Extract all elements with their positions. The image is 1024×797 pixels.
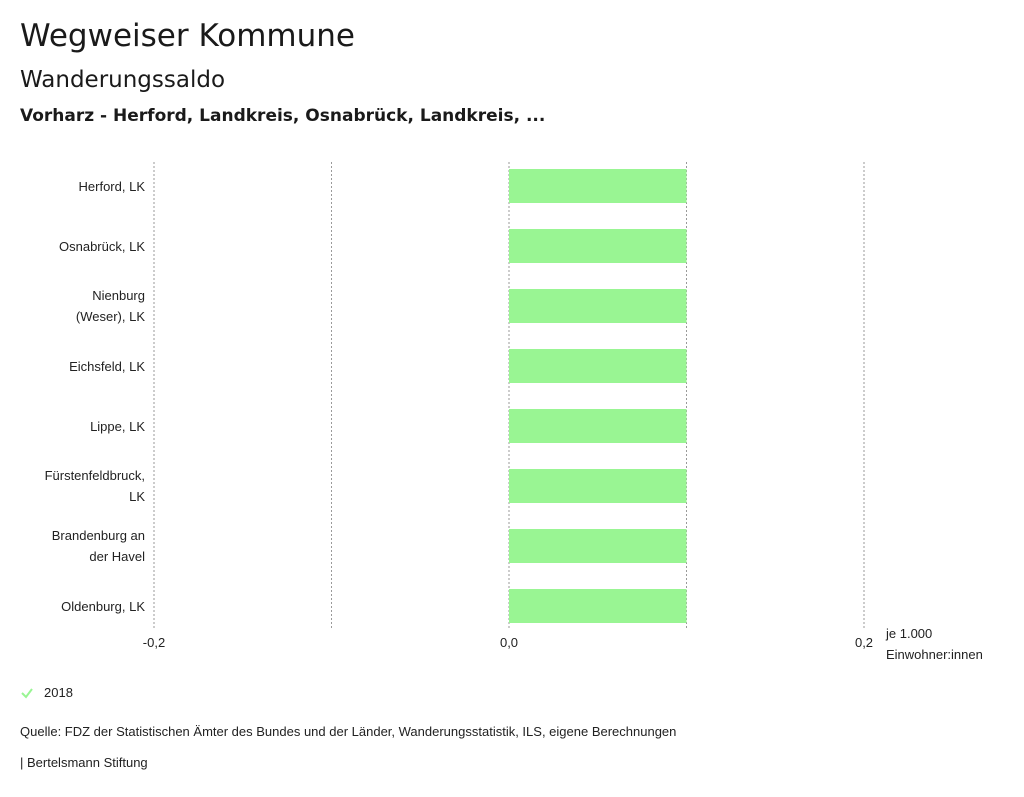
legend[interactable]: 2018 — [20, 685, 73, 700]
brand-credit: | Bertelsmann Stiftung — [20, 755, 148, 770]
bar-chart — [153, 162, 865, 630]
category-label-line: der Havel — [89, 549, 145, 564]
x-axis-unit-label: je 1.000 Einwohner:innen — [886, 626, 983, 662]
category-label-line: Herford, LK — [78, 178, 145, 194]
category-label: Fürstenfeldbruck, LK — [5, 465, 145, 507]
category-label: Eichsfeld, LK — [5, 356, 145, 377]
category-label-line: Brandenburg an — [51, 528, 145, 543]
category-label: Lippe, LK — [5, 416, 145, 437]
x-tick-label: 0,2 — [854, 635, 874, 650]
bar[interactable] — [509, 229, 687, 263]
category-label-line: Osnabrück, LK — [59, 238, 145, 254]
category-label: Nienburg (Weser), LK — [5, 285, 145, 327]
bar[interactable] — [509, 529, 687, 563]
bar[interactable] — [509, 409, 687, 443]
bar[interactable] — [509, 589, 687, 623]
bar[interactable] — [509, 349, 687, 383]
category-label-line: Oldenburg, LK — [61, 598, 145, 614]
category-label: Herford, LK — [5, 176, 145, 197]
bar[interactable] — [509, 469, 687, 503]
category-label: Osnabrück, LK — [5, 236, 145, 257]
page-title: Wegweiser Kommune — [20, 18, 355, 54]
source-note: Quelle: FDZ der Statistischen Ämter des … — [20, 724, 677, 739]
category-label-line: Lippe, LK — [90, 418, 145, 434]
x-tick-label: 0,0 — [499, 635, 519, 650]
category-label-line: Fürstenfeldbruck, — [44, 468, 145, 483]
chart-subtitle: Wanderungssaldo — [20, 67, 226, 93]
x-tick-label: -0,2 — [142, 635, 166, 650]
check-icon — [21, 687, 33, 699]
legend-label: 2018 — [44, 685, 73, 700]
category-label: Oldenburg, LK — [5, 596, 145, 617]
region-context: Vorharz - Herford, Landkreis, Osnabrück,… — [20, 106, 546, 126]
category-label-line: Nienburg — [92, 288, 145, 303]
category-label-line: Eichsfeld, LK — [69, 358, 145, 374]
bar[interactable] — [509, 289, 687, 323]
category-label-line: LK — [129, 489, 145, 504]
category-label-line: (Weser), LK — [75, 309, 145, 324]
bar[interactable] — [509, 169, 687, 203]
category-label: Brandenburg an der Havel — [5, 525, 145, 567]
